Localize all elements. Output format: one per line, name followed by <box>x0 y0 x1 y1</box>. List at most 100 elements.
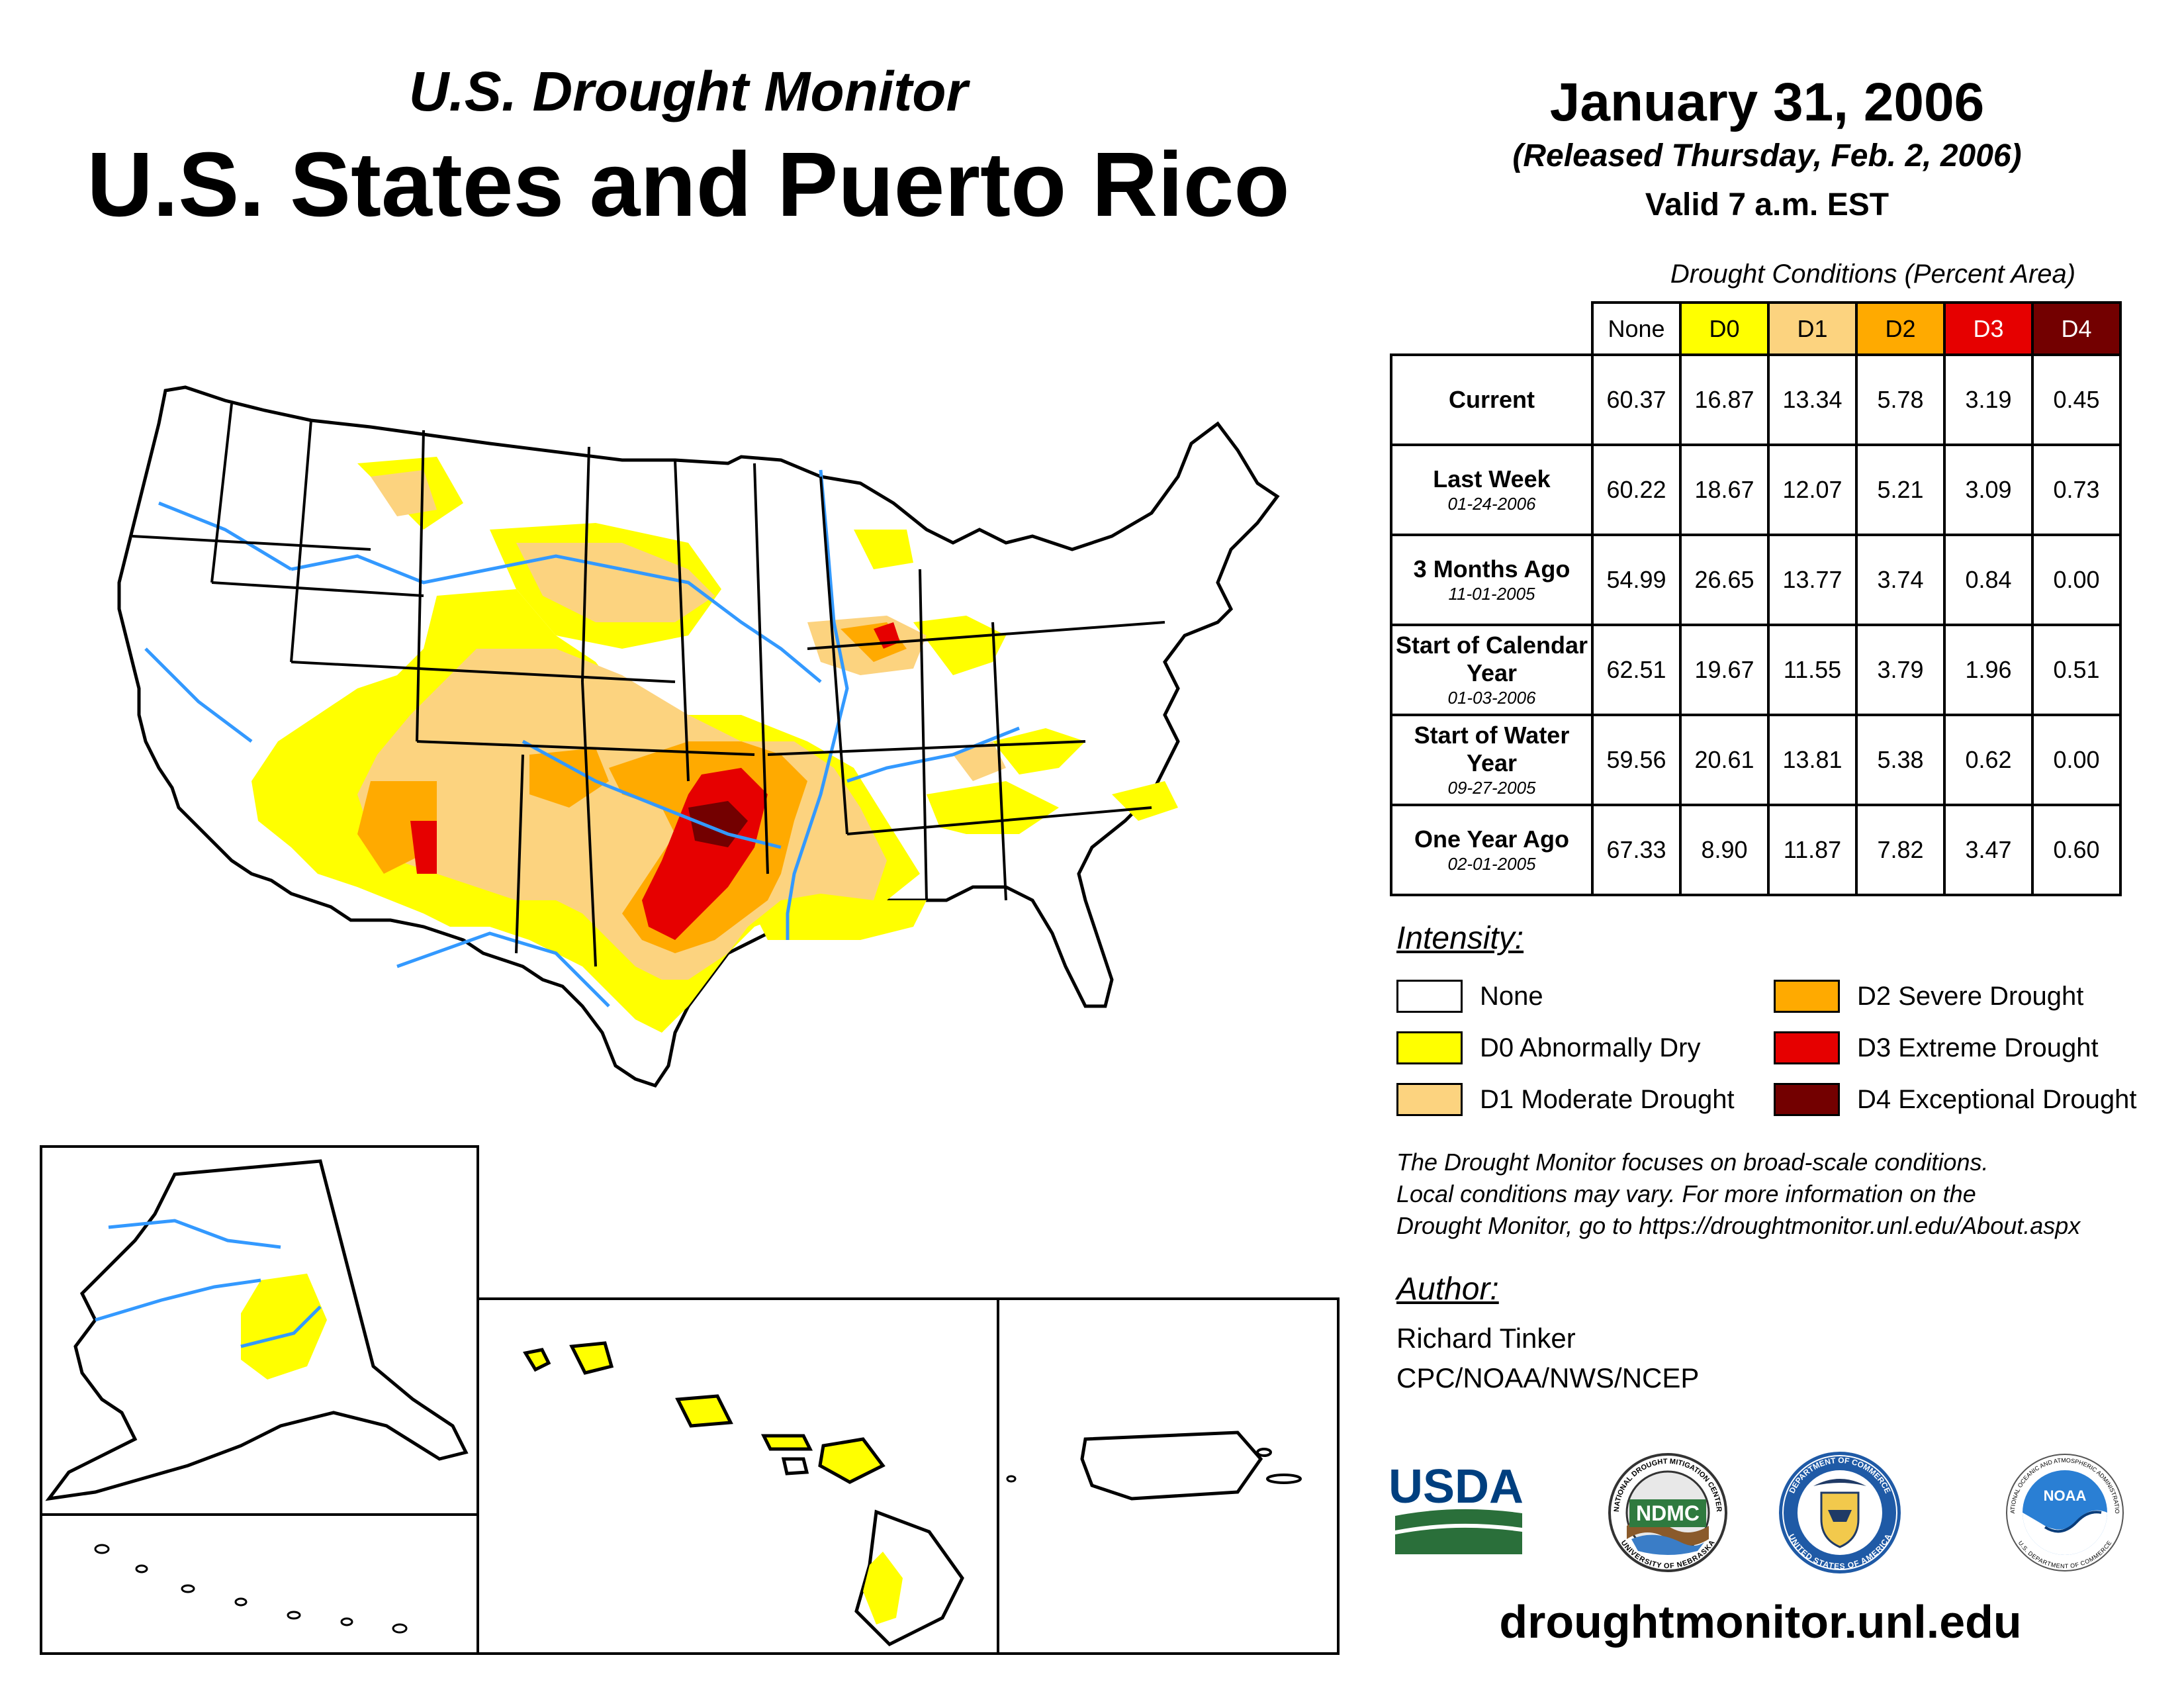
table-cell: 8.90 <box>1679 804 1770 896</box>
author-label: Author: <box>1396 1272 1499 1307</box>
legend-label: D4 Exceptional Drought <box>1857 1084 2137 1114</box>
table-cell: 20.61 <box>1679 714 1770 806</box>
row-label-text: Current <box>1448 386 1535 413</box>
table-corner <box>1391 303 1592 356</box>
table-cell: 18.67 <box>1679 444 1770 536</box>
rivers <box>144 469 1020 1008</box>
hawaii-lanai <box>781 1457 809 1476</box>
table-cell: 0.62 <box>1943 714 2034 806</box>
hawaii-maui <box>818 1437 886 1484</box>
legend-swatch <box>1774 980 1840 1013</box>
legend-title: Intensity: <box>1396 921 1524 956</box>
table-cell: 0.45 <box>2031 353 2122 446</box>
note-line: Drought Monitor, go to https://droughtmo… <box>1396 1212 2081 1239</box>
col-header-none: None <box>1591 301 1682 356</box>
drought-conditions-table: None D0 D1 D2 D3 D4 Current 60.37 16.87 13.… <box>1390 301 2122 896</box>
table-row: 3 Months Ago 11-01-2005 54.99 26.65 13.77 3.7… <box>1390 534 2122 626</box>
table-cell: 13.77 <box>1767 534 1858 626</box>
conus-map <box>117 385 1280 1088</box>
row-label: 3 Months Ago 11-01-2005 <box>1390 534 1594 626</box>
table-cell: 0.60 <box>2031 804 2122 896</box>
agency-logos: USDA NDMC NATIONAL DROUGHT MITIGATION CE… <box>1390 1452 2124 1573</box>
hawaii-inset <box>477 1297 999 1655</box>
table-cell: 5.78 <box>1855 353 1946 446</box>
legend-label: D2 Severe Drought <box>1857 981 2084 1011</box>
author-name: Richard Tinker <box>1396 1323 1576 1354</box>
table-cell: 3.74 <box>1855 534 1946 626</box>
table-cell: 11.87 <box>1767 804 1858 896</box>
row-label-text: One Year Ago <box>1414 825 1570 853</box>
legend-swatch <box>1396 1031 1463 1064</box>
legend-item-d2: D2 Severe Drought <box>1774 976 2083 1016</box>
puerto-rico-inset <box>997 1297 1340 1655</box>
legend-label: D3 Extreme Drought <box>1857 1033 2099 1062</box>
table-cell: 0.00 <box>2031 714 2122 806</box>
row-date: 02-01-2005 <box>1447 854 1536 874</box>
row-label-text: Start of Water Year <box>1414 722 1570 776</box>
row-label: Current <box>1390 353 1594 446</box>
table-row: Start of Water Year 09-27-2005 59.56 20.61 1… <box>1390 714 2122 806</box>
col-header-d1: D1 <box>1767 301 1858 356</box>
table-cell: 67.33 <box>1591 804 1682 896</box>
table-row: Start of Calendar Year 01-03-2006 62.51 19.… <box>1390 624 2122 716</box>
table-cell: 3.79 <box>1855 624 1946 716</box>
note-line: The Drought Monitor focuses on broad-sca… <box>1396 1149 1989 1176</box>
alaska-inset <box>40 1145 479 1516</box>
disclaimer-note: The Drought Monitor focuses on broad-sca… <box>1396 1147 2158 1242</box>
website-url[interactable]: droughtmonitor.unl.edu <box>1499 1596 2022 1648</box>
map-subtitle: U.S. Drought Monitor <box>408 60 968 122</box>
table-cell: 60.22 <box>1591 444 1682 536</box>
row-label-text: Start of Calendar Year <box>1395 632 1588 686</box>
row-date: 11-01-2005 <box>1448 584 1535 604</box>
legend-label: None <box>1480 981 1543 1011</box>
ndmc-logo-text: NDMC <box>1636 1501 1700 1525</box>
legend-item-d3: D3 Extreme Drought <box>1774 1028 2099 1068</box>
table-cell: 0.00 <box>2031 534 2122 626</box>
hawaii-kauai <box>569 1341 614 1375</box>
col-header-d2: D2 <box>1855 301 1946 356</box>
table-cell: 13.34 <box>1767 353 1858 446</box>
table-cell: 0.51 <box>2031 624 2122 716</box>
ndmc-logo: NDMC NATIONAL DROUGHT MITIGATION CENTER … <box>1608 1453 1727 1572</box>
table-cell: 3.19 <box>1943 353 2034 446</box>
legend-swatch <box>1396 1083 1463 1116</box>
table-cell: 60.37 <box>1591 353 1682 446</box>
table-caption: Drought Conditions (Percent Area) <box>1670 259 2076 289</box>
table-cell: 5.38 <box>1855 714 1946 806</box>
usda-logo-text: USDA <box>1390 1460 1524 1513</box>
legend-label: D0 Abnormally Dry <box>1480 1033 1701 1062</box>
hawaii-map <box>523 1341 964 1647</box>
table-cell: 13.81 <box>1767 714 1858 806</box>
col-header-d0: D0 <box>1679 301 1770 356</box>
table-row: One Year Ago 02-01-2005 67.33 8.90 11.87 7.82… <box>1390 804 2122 896</box>
commerce-logo: DEPARTMENT OF COMMERCE UNITED STATES OF … <box>1779 1452 1901 1573</box>
noaa-logo: NOAA NATIONAL OCEANIC AND ATMOSPHERIC AD… <box>2006 1454 2124 1571</box>
map-title: U.S. States and Puerto Rico <box>87 134 1290 236</box>
table-cell: 5.21 <box>1855 444 1946 536</box>
legend-item-none: None <box>1396 976 1543 1016</box>
col-header-d3: D3 <box>1943 301 2034 356</box>
table-cell: 7.82 <box>1855 804 1946 896</box>
col-header-d4: D4 <box>2031 301 2122 356</box>
table-cell: 26.65 <box>1679 534 1770 626</box>
table-cell: 3.09 <box>1943 444 2034 536</box>
table-cell: 19.67 <box>1679 624 1770 716</box>
release-date: (Released Thursday, Feb. 2, 2006) <box>1512 138 2022 173</box>
legend-item-d4: D4 Exceptional Drought <box>1774 1080 2136 1119</box>
table-cell: 62.51 <box>1591 624 1682 716</box>
row-date: 09-27-2005 <box>1447 778 1536 798</box>
table-cell: 1.96 <box>1943 624 2034 716</box>
row-date: 01-24-2006 <box>1447 494 1536 514</box>
aleutian-inset <box>40 1513 479 1655</box>
alaska-map <box>45 1159 469 1501</box>
row-label: One Year Ago 02-01-2005 <box>1390 804 1594 896</box>
row-label-text: 3 Months Ago <box>1413 555 1570 583</box>
legend-item-d0: D0 Abnormally Dry <box>1396 1028 1700 1068</box>
table-cell: 54.99 <box>1591 534 1682 626</box>
usda-swoosh-2 <box>1395 1527 1522 1554</box>
table-cell: 0.84 <box>1943 534 2034 626</box>
map-date: January 31, 2006 <box>1549 72 1985 132</box>
legend-swatch <box>1774 1083 1840 1116</box>
row-label-text: Last Week <box>1433 465 1551 492</box>
valid-time: Valid 7 a.m. EST <box>1645 187 1889 222</box>
